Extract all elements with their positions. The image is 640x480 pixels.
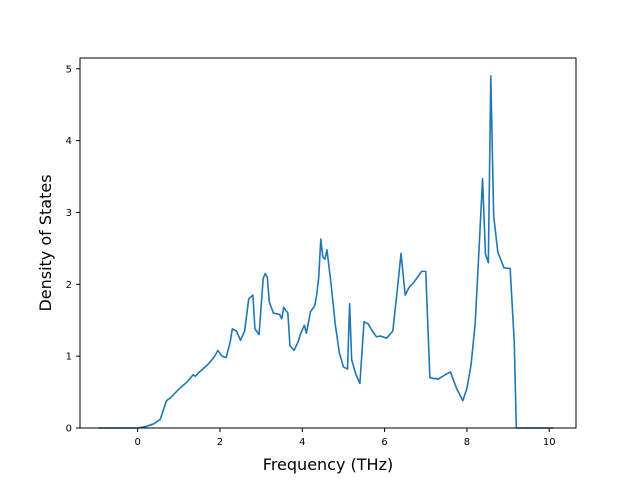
y-tick-label: 4: [66, 136, 72, 147]
x-tick-label: 4: [299, 437, 305, 448]
dos-line: [98, 75, 554, 429]
y-tick-label: 5: [66, 64, 72, 75]
x-tick-label: 2: [217, 437, 223, 448]
y-axis-label: Density of States: [36, 174, 55, 311]
plot-series: [98, 75, 554, 429]
plot-frame: [79, 57, 577, 429]
y-tick-label: 1: [66, 352, 72, 363]
x-tick-label: 0: [134, 437, 140, 448]
x-tick-label: 8: [464, 437, 470, 448]
y-tick-label: 0: [66, 424, 72, 435]
x-tick-label: 10: [543, 437, 556, 448]
axis-ticks: 0 2 4 6 8 10 0 1 2 3 4 5: [66, 64, 556, 448]
x-tick-label: 6: [381, 437, 387, 448]
y-tick-label: 2: [66, 280, 72, 291]
x-axis-label: Frequency (THz): [263, 455, 393, 474]
y-tick-label: 3: [66, 208, 72, 219]
